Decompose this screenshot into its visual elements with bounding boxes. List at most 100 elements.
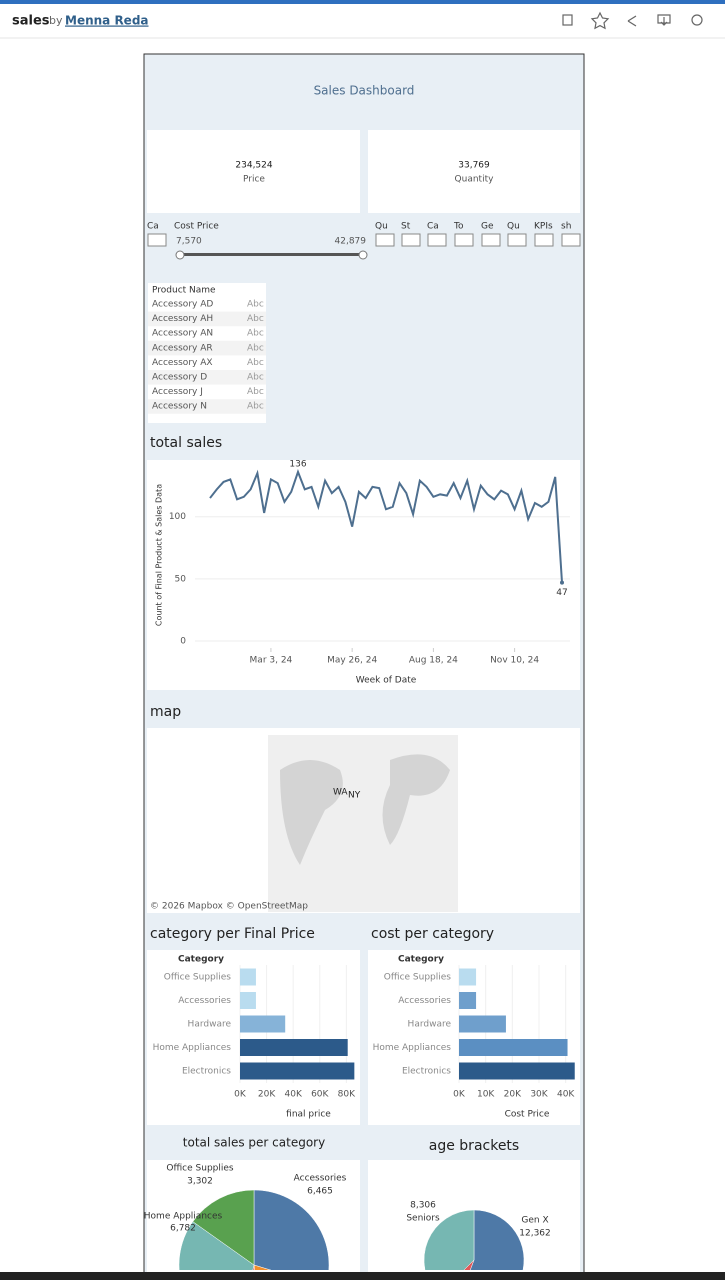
y-tick-label: 0 — [180, 637, 186, 647]
slice-label: Home Appliances — [144, 1212, 223, 1222]
y-axis-title: Count of Final Product & Sales Data — [155, 484, 164, 626]
kpi-label: Price — [243, 175, 265, 185]
table-cell: Abc — [247, 358, 264, 368]
copy-icon[interactable] — [562, 14, 573, 26]
pie-slice — [192, 1189, 255, 1266]
kpi-value: 33,769 — [458, 161, 490, 171]
bar — [459, 1039, 568, 1056]
x-tick-label: 80K — [338, 1090, 356, 1100]
filter-label: St — [401, 222, 411, 232]
bar — [240, 1015, 286, 1033]
category-label: Home Appliances — [153, 1043, 232, 1053]
line — [209, 469, 563, 583]
table-row — [148, 340, 266, 356]
table-row — [148, 399, 266, 414]
table-row — [148, 370, 266, 385]
slider-track[interactable] — [178, 253, 364, 256]
category-header: Category — [178, 955, 224, 965]
slider-handle[interactable] — [175, 250, 185, 260]
x-axis-title: Cost Price — [505, 1110, 550, 1120]
x-axis-title: final price — [286, 1110, 331, 1120]
table-cell: Abc — [247, 373, 264, 383]
favorite-icon[interactable] — [590, 11, 610, 30]
filter-label: Cost Price — [174, 222, 219, 232]
filter-label: Ge — [481, 222, 494, 232]
table-cell: Abc — [247, 387, 264, 397]
pie-slice — [469, 1209, 525, 1270]
slice-value: 12,362 — [519, 1229, 551, 1239]
bar — [459, 992, 477, 1009]
category-label: Accessories — [398, 996, 451, 1006]
line-panel — [147, 460, 580, 690]
x-tick-label: 0K — [453, 1090, 466, 1100]
table-cell: Accessory AD — [152, 300, 213, 310]
x-tick-label: 0K — [234, 1090, 247, 1100]
filter-control[interactable] — [481, 233, 501, 247]
filter-control[interactable] — [147, 233, 167, 247]
table-cell: Accessory AX — [152, 358, 213, 368]
table-cell: Abc — [247, 329, 264, 339]
x-tick-label: 20K — [258, 1090, 276, 1100]
filter-min: 7,570 — [176, 237, 202, 247]
x-tick-label: 20K — [504, 1090, 522, 1100]
share-icon[interactable] — [627, 15, 637, 27]
table-row — [148, 311, 266, 327]
dashboard-title: Sales Dashboard — [314, 84, 415, 98]
slice-value: 6,782 — [170, 1224, 196, 1234]
download-icon[interactable] — [657, 14, 671, 26]
x-tick-label: 60K — [311, 1090, 329, 1100]
bar — [240, 1062, 355, 1080]
table-cell: Accessory D — [152, 373, 207, 383]
author-link[interactable]: Menna Reda — [65, 14, 149, 28]
x-tick-label: 30K — [530, 1090, 548, 1100]
table-cell: Abc — [247, 343, 264, 353]
bar — [459, 1015, 506, 1033]
slider-handle[interactable] — [358, 250, 368, 260]
filter-control[interactable] — [454, 233, 474, 247]
table-header: Product Name — [152, 286, 216, 296]
filter-label: Qu — [375, 222, 388, 232]
x-tick-label: May 26, 24 — [327, 656, 377, 666]
category-header: Category — [398, 955, 444, 965]
bar — [240, 968, 256, 986]
slice-value: 6,465 — [307, 1187, 333, 1197]
category-label: Hardware — [188, 1020, 232, 1030]
pie-slice — [253, 1189, 330, 1270]
land — [280, 754, 450, 865]
category-label: Accessories — [178, 996, 231, 1006]
pie — [423, 1209, 525, 1270]
pie-slice — [253, 1264, 272, 1270]
filter-max: 42,879 — [335, 237, 367, 247]
y-tick-label: 50 — [175, 574, 187, 584]
filter-control[interactable] — [561, 233, 581, 247]
filter-label: KPIs — [534, 222, 553, 232]
map-label: WA — [333, 788, 348, 798]
bar — [459, 1062, 575, 1080]
slice-label: Gen X — [521, 1216, 548, 1226]
table-cell: Accessory J — [152, 387, 203, 397]
y-tick-label: 100 — [169, 512, 186, 522]
info-icon[interactable] — [691, 14, 703, 26]
bar — [459, 968, 477, 986]
table-cell: Accessory AN — [152, 329, 213, 339]
x-tick-label: 40K — [285, 1090, 303, 1100]
category-label: Electronics — [402, 1067, 451, 1077]
x-tick-label: 40K — [557, 1090, 575, 1100]
x-tick-label: Aug 18, 24 — [409, 656, 458, 666]
section-title: cost per category — [371, 926, 494, 942]
filter-control[interactable] — [534, 233, 554, 247]
kpi-card — [147, 130, 360, 213]
filter-control[interactable] — [427, 233, 447, 247]
filter-control[interactable] — [375, 233, 395, 247]
bar — [240, 992, 256, 1009]
filter-control[interactable] — [507, 233, 527, 247]
top-bar — [0, 0, 725, 4]
category-label: Electronics — [182, 1067, 231, 1077]
slice-value: 3,302 — [187, 1177, 213, 1187]
by: by — [49, 14, 63, 27]
filter-control[interactable] — [401, 233, 421, 247]
x-tick-label: Nov 10, 24 — [490, 656, 539, 666]
section-title: total sales per category — [183, 1136, 325, 1150]
